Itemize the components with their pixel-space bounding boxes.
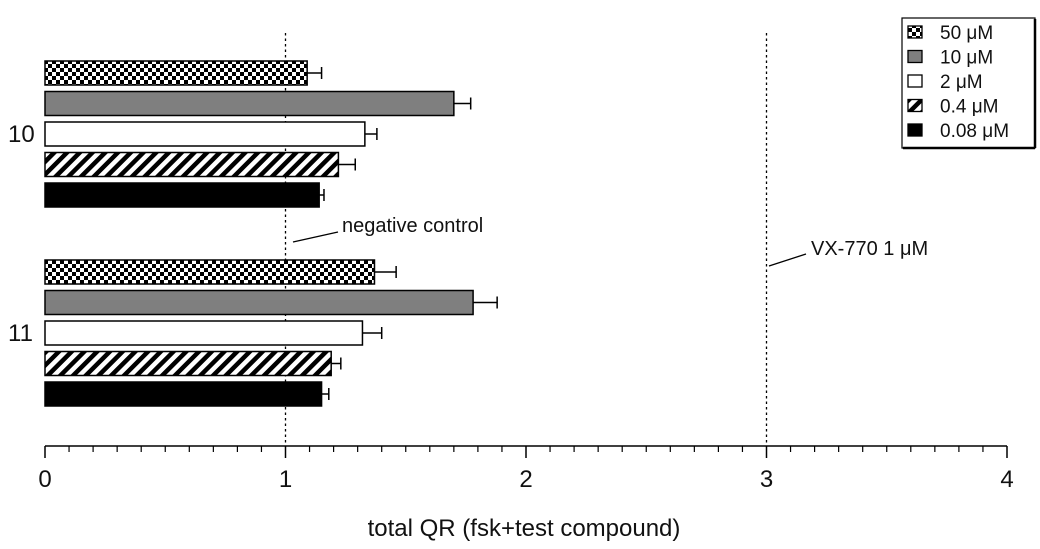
x-tick-label: 4 (1000, 466, 1013, 493)
legend-label: 0.4 μM (940, 97, 998, 118)
reference-connector (768, 253, 807, 267)
reference-label: VX-770 1 μM (811, 238, 928, 260)
bar (44, 151, 340, 178)
bar (44, 121, 366, 147)
bar (44, 90, 455, 117)
bar (44, 259, 376, 285)
legend-label: 2 μM (940, 72, 983, 93)
legend-swatch (907, 123, 923, 137)
x-tick-label: 1 (279, 466, 292, 493)
bar (44, 320, 364, 346)
legend-label: 50 μM (940, 23, 993, 44)
category-label: 10 (8, 121, 35, 148)
category-label: 11 (8, 320, 33, 347)
bar (44, 182, 320, 208)
bar (44, 60, 308, 86)
bars-group (44, 60, 498, 407)
bar (44, 381, 323, 407)
legend-swatch (907, 25, 923, 39)
legend: 50 μM 10 μM 2 μM 0.4 μM 0.08 μM (901, 17, 1037, 150)
legend-swatch (907, 74, 923, 88)
x-axis-label: total QR (fsk+test compound) (368, 515, 681, 542)
reference-label: negative control (342, 215, 483, 237)
legend-box (901, 17, 1036, 149)
category-labels: 10 11 (8, 121, 35, 347)
reference-lines: negative control VX-770 1 μM (284, 33, 928, 446)
legend-label: 0.08 μM (940, 121, 1009, 142)
legend-label: 10 μM (940, 48, 993, 69)
x-tick-label: 0 (38, 466, 51, 493)
x-tick-label: 2 (519, 466, 532, 493)
x-axis: 0 1 2 3 4 (38, 445, 1014, 493)
legend-swatch (907, 98, 923, 113)
x-tick-label: 3 (760, 466, 773, 493)
reference-connector (292, 231, 339, 243)
legend-swatch (907, 49, 923, 64)
bar (44, 289, 474, 316)
bar (44, 350, 332, 377)
